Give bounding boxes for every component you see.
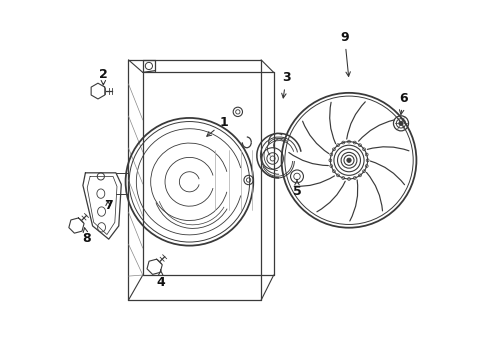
Circle shape [399, 121, 403, 126]
Text: 7: 7 [104, 199, 112, 212]
Text: 4: 4 [156, 270, 165, 289]
Circle shape [347, 158, 351, 162]
Text: 5: 5 [293, 179, 301, 198]
Text: 3: 3 [282, 71, 291, 98]
Text: 2: 2 [99, 68, 108, 85]
Text: 6: 6 [399, 92, 408, 114]
Text: 1: 1 [207, 116, 228, 136]
Text: 9: 9 [341, 31, 350, 76]
Text: 8: 8 [82, 228, 91, 244]
